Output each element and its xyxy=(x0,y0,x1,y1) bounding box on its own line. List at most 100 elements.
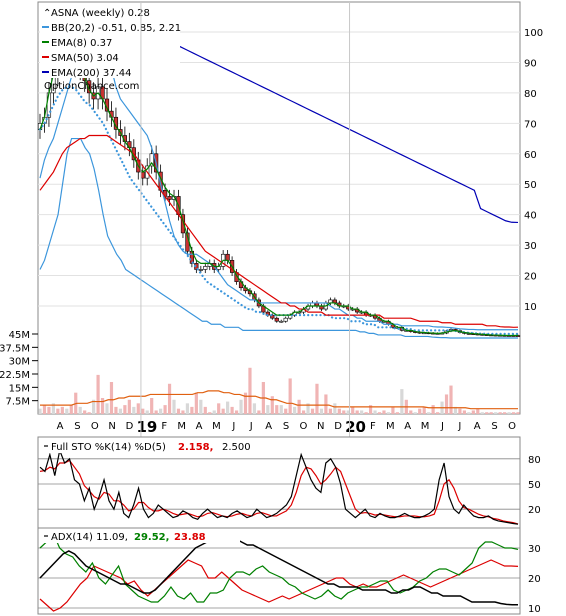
volume-bar xyxy=(123,405,127,414)
volume-bar xyxy=(145,410,149,414)
volume-bar xyxy=(109,382,114,414)
volume-bar xyxy=(328,408,332,414)
price-panel: 100 90 80 70 60 50 40 30 20 10 45M 37.5M 30M 22.5M 15… xyxy=(0,1,543,415)
volume-bar xyxy=(458,408,462,414)
stochastic-d-value: 2.500 xyxy=(222,442,251,453)
volume-bar xyxy=(243,392,248,414)
volume-bar xyxy=(234,410,239,414)
volume-bar xyxy=(315,383,319,414)
volume-bar xyxy=(342,410,346,414)
volume-y-tick: 30M xyxy=(9,357,30,368)
volume-bar xyxy=(498,412,502,414)
x-axis-label: D xyxy=(126,421,134,432)
price-lines xyxy=(38,31,520,339)
volume-bar xyxy=(502,412,507,414)
stochastic-panel: 80 50 20 Full STO %K(14) %D(5) 2.158, 2.50… xyxy=(37,436,541,529)
volume-bars xyxy=(38,367,520,414)
volume-y-tick: 15M xyxy=(9,383,30,394)
x-axis-label: S xyxy=(74,421,80,432)
price-y-tick: 90 xyxy=(524,58,537,69)
volume-bar xyxy=(337,408,341,414)
volume-bar xyxy=(78,406,82,414)
volume-bar xyxy=(494,412,498,414)
volume-bar xyxy=(96,374,100,414)
volume-bar xyxy=(453,406,458,414)
volume-y-tick: 22.5M xyxy=(0,370,30,381)
volume-bar xyxy=(507,412,511,414)
stochastic-title: Full STO %K(14) %D(5) xyxy=(51,442,166,453)
plus-di-value: 29.52, xyxy=(134,532,169,543)
volume-bar xyxy=(391,406,395,414)
x-axis-label: O xyxy=(508,421,516,432)
x-axis-label: J xyxy=(249,421,253,432)
volume-bar xyxy=(257,410,261,414)
volume-bar xyxy=(203,406,207,414)
volume-bar xyxy=(355,410,359,414)
volume-bar xyxy=(306,403,310,414)
volume-bar xyxy=(163,405,167,414)
candle-body xyxy=(283,317,288,322)
volume-bar xyxy=(511,412,516,414)
volume-bar xyxy=(422,406,426,414)
x-axis-label: 20 xyxy=(345,418,366,436)
price-y-axis: 100 90 80 70 60 50 40 30 20 10 xyxy=(524,28,543,313)
x-axis-label: A xyxy=(57,421,64,432)
adx-y-axis: 30 20 10 xyxy=(528,544,541,615)
volume-bar xyxy=(199,399,203,414)
volume-bar xyxy=(413,412,417,414)
watermark: OptionChance.com xyxy=(44,81,139,92)
x-axis-label: A xyxy=(404,421,411,432)
legend-marker: ⌃ xyxy=(43,8,51,19)
candle-body xyxy=(167,196,172,200)
x-axis-label: O xyxy=(91,421,99,432)
price-y-tick: 40 xyxy=(524,211,537,222)
volume-bar xyxy=(351,406,355,414)
legend-label: ASNA (weekly) 0.28 xyxy=(51,8,150,19)
price-y-tick: 50 xyxy=(524,180,537,191)
volume-bar xyxy=(418,408,422,414)
stochastic-lines xyxy=(39,448,519,525)
volume-bar xyxy=(516,412,520,414)
volume-bar xyxy=(382,410,386,414)
volume-bar xyxy=(217,403,221,414)
price-y-tick: 70 xyxy=(524,119,537,130)
volume-bar xyxy=(395,412,399,414)
volume-bar xyxy=(51,403,56,414)
stochastic-d-line xyxy=(39,459,519,525)
plus-di-line xyxy=(39,531,519,603)
volume-bar xyxy=(141,408,145,414)
x-axis-label: M xyxy=(386,421,395,432)
volume-bar xyxy=(114,406,118,414)
volume-bar xyxy=(333,403,337,414)
x-axis-label: M xyxy=(421,421,430,432)
legend-label: SMA(50) 3.04 xyxy=(51,53,119,64)
volume-bar xyxy=(435,412,440,414)
sma50-line xyxy=(39,134,519,328)
stochastic-y-tick: 20 xyxy=(528,505,541,516)
volume-bar xyxy=(467,412,471,414)
ema8-line xyxy=(39,40,519,337)
volume-bar xyxy=(310,408,315,414)
volume-bar xyxy=(293,406,297,414)
volume-bar xyxy=(212,410,216,414)
price-y-tick: 10 xyxy=(524,302,537,313)
volume-bar xyxy=(154,410,158,414)
volume-average-line xyxy=(40,390,518,410)
x-axis-label: F xyxy=(161,421,167,432)
volume-bar xyxy=(105,403,109,414)
stochastic-k-line xyxy=(39,448,519,525)
volume-bar xyxy=(127,399,131,414)
volume-y-tick: 45M xyxy=(9,330,30,341)
volume-bar xyxy=(427,412,431,414)
volume-bar xyxy=(279,405,283,414)
volume-bar xyxy=(47,406,51,414)
volume-bar xyxy=(92,399,96,414)
legend-background xyxy=(40,4,180,78)
volume-bar xyxy=(132,406,136,414)
adx-y-tick: 10 xyxy=(528,604,541,615)
volume-bar xyxy=(221,408,225,414)
volume-bar xyxy=(319,408,324,414)
volume-bar xyxy=(480,412,484,414)
adx-lines xyxy=(39,531,519,612)
